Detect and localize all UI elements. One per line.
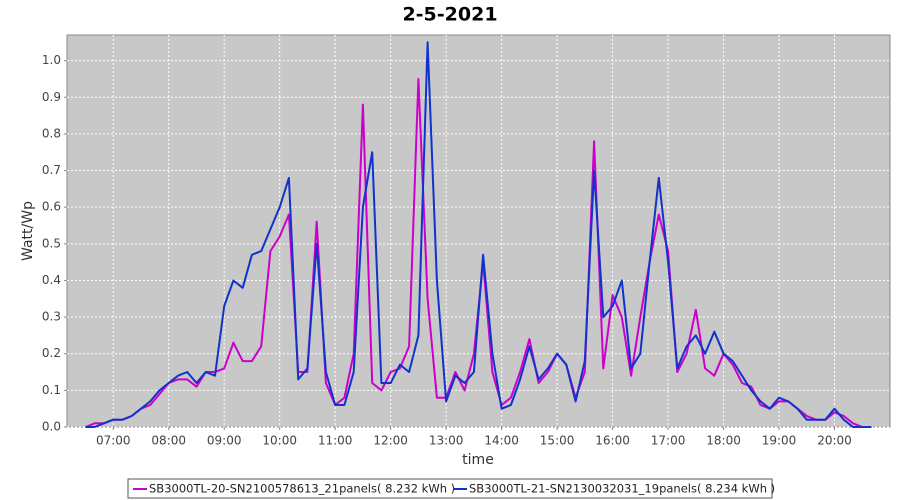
x-tick-label: 11:00 xyxy=(318,434,353,448)
y-tick-label: 0.5 xyxy=(42,236,61,250)
x-tick-label: 09:00 xyxy=(207,434,242,448)
plot-area xyxy=(66,34,891,428)
y-tick-label: 0.6 xyxy=(42,200,61,214)
y-tick-label: 0.0 xyxy=(42,420,61,434)
x-tick-label: 16:00 xyxy=(595,434,630,448)
y-axis-label: Watt/Wp xyxy=(20,201,36,261)
x-tick-label: 18:00 xyxy=(706,434,741,448)
x-tick-label: 12:00 xyxy=(373,434,408,448)
y-tick-label: 0.7 xyxy=(42,163,61,177)
chart-title: 2-5-2021 xyxy=(402,4,497,26)
x-axis-label: time xyxy=(462,452,494,468)
x-tick-label: 14:00 xyxy=(484,434,519,448)
legend-label: SB3000TL-20-SN2100578613_21panels( 8.232… xyxy=(149,482,455,496)
x-tick-label: 15:00 xyxy=(540,434,575,448)
y-tick-label: 0.1 xyxy=(42,383,61,397)
x-tick-label: 20:00 xyxy=(817,434,852,448)
x-tick-label: 13:00 xyxy=(429,434,464,448)
legend-label: SB3000TL-21-SN2130032031_19panels( 8.234… xyxy=(469,482,775,496)
x-tick-label: 08:00 xyxy=(151,434,186,448)
y-tick-label: 1.0 xyxy=(42,53,61,67)
y-tick-label: 0.3 xyxy=(42,310,61,324)
y-tick-label: 0.9 xyxy=(42,90,61,104)
x-tick-label: 19:00 xyxy=(762,434,797,448)
y-tick-label: 0.4 xyxy=(42,273,61,287)
x-tick-label: 10:00 xyxy=(262,434,297,448)
y-tick-label: 0.2 xyxy=(42,346,61,360)
x-tick-label: 07:00 xyxy=(96,434,131,448)
series-line xyxy=(85,41,872,428)
y-tick-label: 0.8 xyxy=(42,126,61,140)
x-tick-label: 17:00 xyxy=(651,434,686,448)
legend xyxy=(127,478,773,499)
